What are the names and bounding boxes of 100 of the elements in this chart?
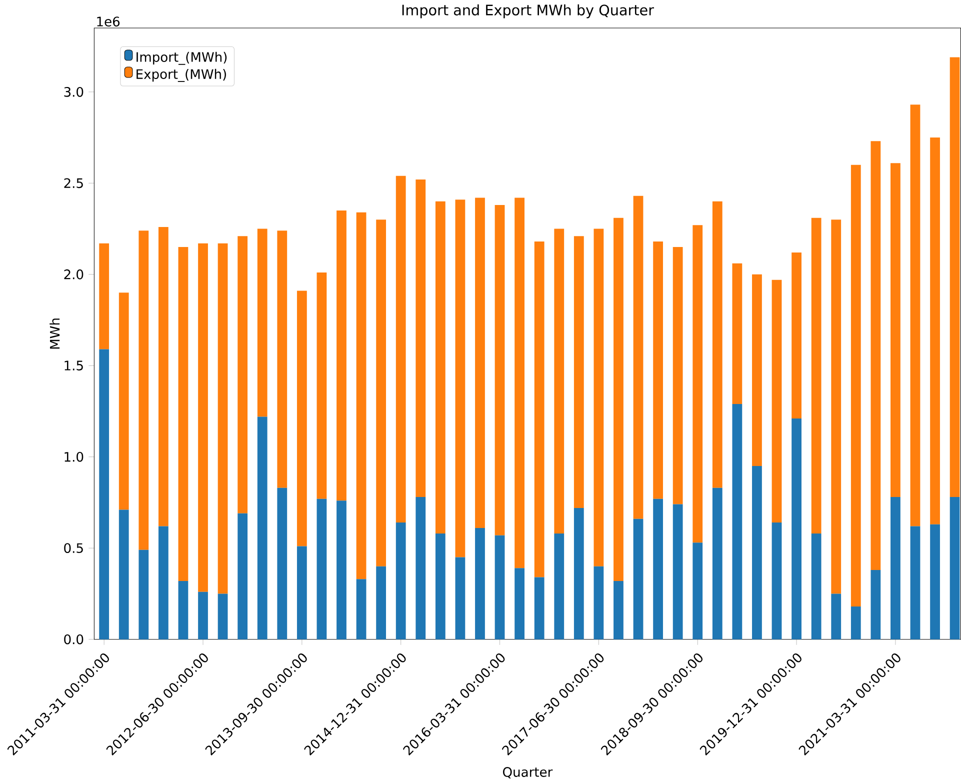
bar — [574, 508, 584, 640]
bar — [850, 606, 861, 640]
chart-title: Import and Export MWh by Quarter — [402, 4, 654, 18]
bar — [514, 568, 525, 640]
bar — [396, 176, 406, 523]
bar — [574, 236, 584, 508]
bar — [910, 104, 920, 526]
bar — [850, 165, 861, 607]
bar — [752, 466, 762, 640]
bar — [376, 220, 386, 566]
bar — [218, 243, 228, 594]
bar — [416, 180, 426, 498]
bar — [138, 550, 149, 640]
bar — [455, 557, 466, 640]
bar — [138, 230, 149, 550]
y-tick-label: 0.0 — [64, 634, 84, 644]
bar — [238, 236, 248, 514]
bar — [910, 526, 920, 640]
bar — [316, 272, 327, 499]
bar — [257, 416, 268, 640]
bar — [376, 566, 386, 640]
bar — [732, 264, 742, 404]
bar — [772, 280, 782, 523]
bar — [257, 228, 268, 417]
legend-label: Import_(MWh) — [136, 52, 227, 65]
bar — [475, 198, 485, 528]
bar — [712, 202, 722, 488]
bar — [494, 535, 505, 640]
bar — [198, 592, 208, 640]
bar — [554, 534, 564, 640]
bar — [435, 534, 446, 640]
bar — [534, 577, 544, 640]
bar — [277, 488, 288, 640]
y-tick-label: 2.5 — [64, 178, 83, 188]
bar — [118, 292, 129, 510]
bar — [435, 202, 446, 534]
y-tick-label: 3.0 — [64, 87, 84, 97]
bar — [692, 225, 703, 543]
y-tick-label: 1.0 — [64, 452, 84, 462]
bar — [178, 247, 188, 582]
text: 1e6 — [97, 16, 120, 27]
y-axis-title: MWh — [50, 318, 60, 349]
bar — [356, 212, 366, 580]
bar — [653, 242, 663, 499]
bar — [594, 228, 604, 566]
bar — [653, 498, 663, 640]
bar — [316, 498, 327, 640]
bar — [494, 205, 505, 536]
bar — [614, 218, 624, 582]
bar — [950, 57, 960, 498]
bar — [890, 497, 900, 640]
bar — [930, 524, 940, 640]
bar — [336, 500, 346, 640]
bar — [672, 504, 683, 640]
bar — [455, 200, 466, 558]
bar — [118, 510, 129, 640]
bar — [732, 404, 742, 640]
y-tick-label: 0.5 — [64, 543, 83, 554]
bar — [950, 497, 960, 640]
bar — [672, 247, 683, 504]
bar — [178, 581, 188, 640]
bar — [811, 534, 822, 640]
bar — [99, 349, 110, 640]
bar — [158, 526, 168, 640]
bar — [336, 210, 346, 501]
bar — [792, 418, 802, 640]
bar — [218, 594, 228, 640]
bar — [692, 542, 703, 640]
bar — [930, 138, 940, 524]
bar — [594, 566, 604, 640]
bar — [238, 514, 248, 640]
bar — [614, 581, 624, 640]
bar — [356, 579, 366, 640]
x-axis-title: Quarter — [503, 767, 553, 779]
bar — [870, 570, 881, 640]
bar — [772, 522, 782, 640]
bar — [514, 198, 525, 568]
bar — [870, 141, 881, 570]
bar — [831, 594, 842, 640]
bar — [831, 220, 842, 594]
bar — [158, 227, 168, 526]
bar — [475, 528, 485, 640]
bar — [811, 218, 822, 534]
bar — [296, 290, 307, 546]
y-tick-label: 2.0 — [64, 270, 84, 280]
bar — [99, 243, 110, 350]
bar — [792, 252, 802, 419]
bar — [416, 497, 426, 640]
bar — [890, 163, 900, 498]
bar — [396, 522, 406, 640]
bar — [198, 243, 208, 592]
bar — [554, 228, 564, 534]
y-tick-label: 1.5 — [64, 360, 83, 371]
bar — [633, 519, 644, 640]
bar — [752, 274, 762, 466]
bar — [296, 546, 307, 640]
legend-label: Export_(MWh) — [136, 69, 226, 82]
bar — [534, 242, 544, 578]
bar — [277, 230, 288, 488]
bar — [633, 196, 644, 520]
